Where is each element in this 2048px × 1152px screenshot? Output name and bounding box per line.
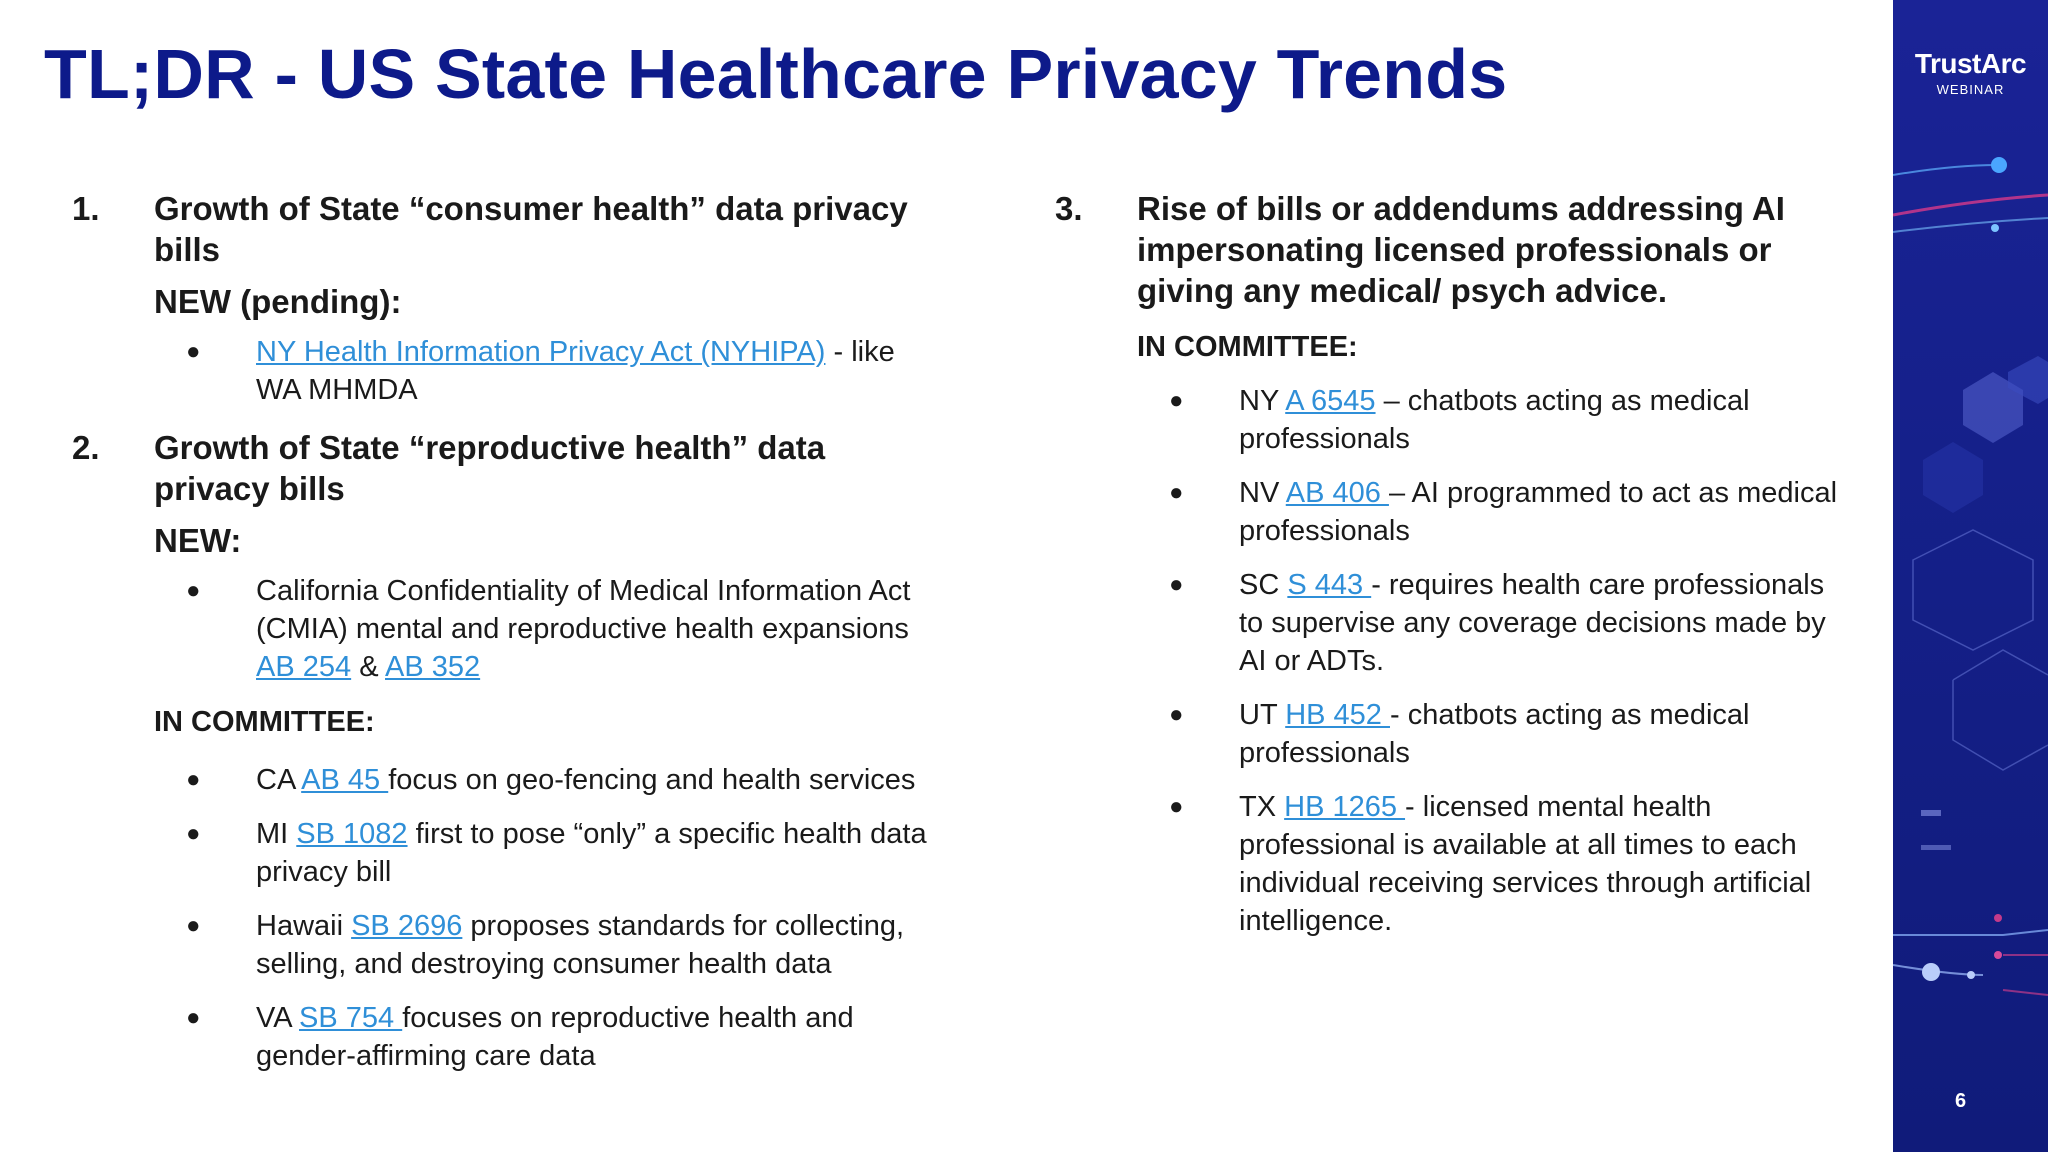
bullet-icon: ● xyxy=(1169,479,1184,506)
slide-title: TL;DR - US State Healthcare Privacy Tren… xyxy=(44,35,1508,113)
bullet-icon: ● xyxy=(186,338,201,365)
bullet-icon: ● xyxy=(186,766,201,793)
bullet-text: – chatbots acting as medical professiona… xyxy=(1239,385,1750,455)
bill-link[interactable]: SB 2696 xyxy=(351,910,463,942)
circuit-decoration xyxy=(1893,157,2048,996)
logo-subtitle: WEBINAR xyxy=(1936,82,2005,97)
bullet-text: focus on geo-fencing and health services xyxy=(388,764,916,796)
bullet-icon: ● xyxy=(1169,387,1184,414)
left-column: 1. Growth of State “consumer health” dat… xyxy=(72,188,942,1075)
bullet-text: proposes standards for collecting, selli… xyxy=(256,910,905,980)
bill-link[interactable]: S 443 xyxy=(1287,569,1372,601)
bullet-text: TX xyxy=(1239,791,1285,823)
trustarc-logo: TrustArc WEBINAR xyxy=(1893,48,2048,97)
bullet-text: UT xyxy=(1239,699,1286,731)
item-2-committee-bullets: ● CA AB 45 focus on geo-fencing and healt… xyxy=(154,761,942,1075)
item-2-new-bullets: ● California Confidentiality of Medical I… xyxy=(154,572,942,686)
logo-wordmark: TrustArc xyxy=(1914,48,2027,79)
list-item: ● UT HB 452 - chatbots acting as medical … xyxy=(1137,696,1855,772)
bill-link[interactable]: A 6545 xyxy=(1285,385,1376,417)
bullet-text: - licensed mental health professional is… xyxy=(1239,791,1812,937)
bill-link[interactable]: SB 1082 xyxy=(296,818,408,850)
item-number: 3. xyxy=(1055,190,1083,227)
list-item: ● TX HB 1265 - licensed mental health pro… xyxy=(1137,788,1855,940)
item-heading-text: Growth of State “consumer health” data p… xyxy=(154,190,908,268)
bill-link[interactable]: AB 352 xyxy=(385,651,481,683)
item-heading-text: Rise of bills or addendums addressing AI… xyxy=(1137,190,1785,309)
list-item: ● NV AB 406 – AI programmed to act as med… xyxy=(1137,474,1855,550)
bill-link[interactable]: NY Health Information Privacy Act (NYHIP… xyxy=(256,336,826,368)
decorative-sidebar xyxy=(1893,0,2048,1152)
list-item: ● NY A 6545 – chatbots acting as medical … xyxy=(1137,382,1855,458)
item-3-bullets: ● NY A 6545 – chatbots acting as medical … xyxy=(1137,382,1855,940)
bullet-text: Hawaii xyxy=(256,910,352,942)
bullet-icon: ● xyxy=(1169,571,1184,598)
item-3-heading: 3. Rise of bills or addendums addressing… xyxy=(1055,188,1855,311)
bullet-text: first to pose “only” a specific health d… xyxy=(256,818,927,888)
bullet-text: NY xyxy=(1239,385,1286,417)
bill-link[interactable]: HB 452 xyxy=(1285,699,1390,731)
bullet-text: California Confidentiality of Medical In… xyxy=(256,575,911,645)
bullet-text: - chatbots acting as medical professiona… xyxy=(1239,699,1750,769)
bullet-text: MI xyxy=(256,818,297,850)
list-item: ● Hawaii SB 2696 proposes standards for c… xyxy=(154,907,942,983)
item-1-heading: 1. Growth of State “consumer health” dat… xyxy=(72,188,942,270)
item-2-heading: 2. Growth of State “reproductive health”… xyxy=(72,427,942,509)
bullet-icon: ● xyxy=(186,577,201,604)
in-committee-label: IN COMMITTEE: xyxy=(1137,331,1358,363)
item-number: 1. xyxy=(72,190,100,227)
page-number: 6 xyxy=(1955,1090,1967,1112)
new-pending-label: NEW (pending): xyxy=(154,283,402,320)
list-item: ● California Confidentiality of Medical I… xyxy=(154,572,942,686)
list-item: ● NY Health Information Privacy Act (NYHI… xyxy=(154,333,942,409)
bullet-text: SC xyxy=(1239,569,1288,601)
in-committee-label: IN COMMITTEE: xyxy=(154,706,375,738)
bullet-icon: ● xyxy=(186,1004,201,1031)
bill-link[interactable]: SB 754 xyxy=(299,1002,403,1034)
list-item: ● SC S 443 - requires health care profess… xyxy=(1137,566,1855,680)
bullet-text: – AI programmed to act as medical profes… xyxy=(1239,477,1838,547)
bill-link[interactable]: AB 254 xyxy=(256,651,352,683)
bill-link[interactable]: AB 45 xyxy=(301,764,389,796)
list-item: ● MI SB 1082 first to pose “only” a speci… xyxy=(154,815,942,891)
bullet-text: - like WA MHMDA xyxy=(256,336,895,406)
bullet-icon: ● xyxy=(186,912,201,939)
item-number: 2. xyxy=(72,429,100,466)
bullet-text: - requires health care professionals to … xyxy=(1239,569,1826,677)
bullet-text: & xyxy=(351,651,385,683)
bullet-text: CA xyxy=(256,764,302,796)
bullet-text: VA xyxy=(256,1002,299,1034)
bill-link[interactable]: HB 1265 xyxy=(1284,791,1406,823)
new-label: NEW: xyxy=(154,522,242,559)
item-1-bullets: ● NY Health Information Privacy Act (NYHI… xyxy=(154,333,942,409)
bullet-text: NV xyxy=(1239,477,1286,509)
bullet-icon: ● xyxy=(186,820,201,847)
item-heading-text: Growth of State “reproductive health” da… xyxy=(154,429,826,507)
bullet-text: focuses on reproductive health and gende… xyxy=(256,1002,854,1072)
bullet-icon: ● xyxy=(1169,793,1184,820)
list-item: ● VA SB 754 focuses on reproductive healt… xyxy=(154,999,942,1075)
bill-link[interactable]: AB 406 xyxy=(1285,477,1389,509)
right-column: 3. Rise of bills or addendums addressing… xyxy=(1055,188,1855,940)
bullet-icon: ● xyxy=(1169,701,1184,728)
list-item: ● CA AB 45 focus on geo-fencing and healt… xyxy=(154,761,942,799)
